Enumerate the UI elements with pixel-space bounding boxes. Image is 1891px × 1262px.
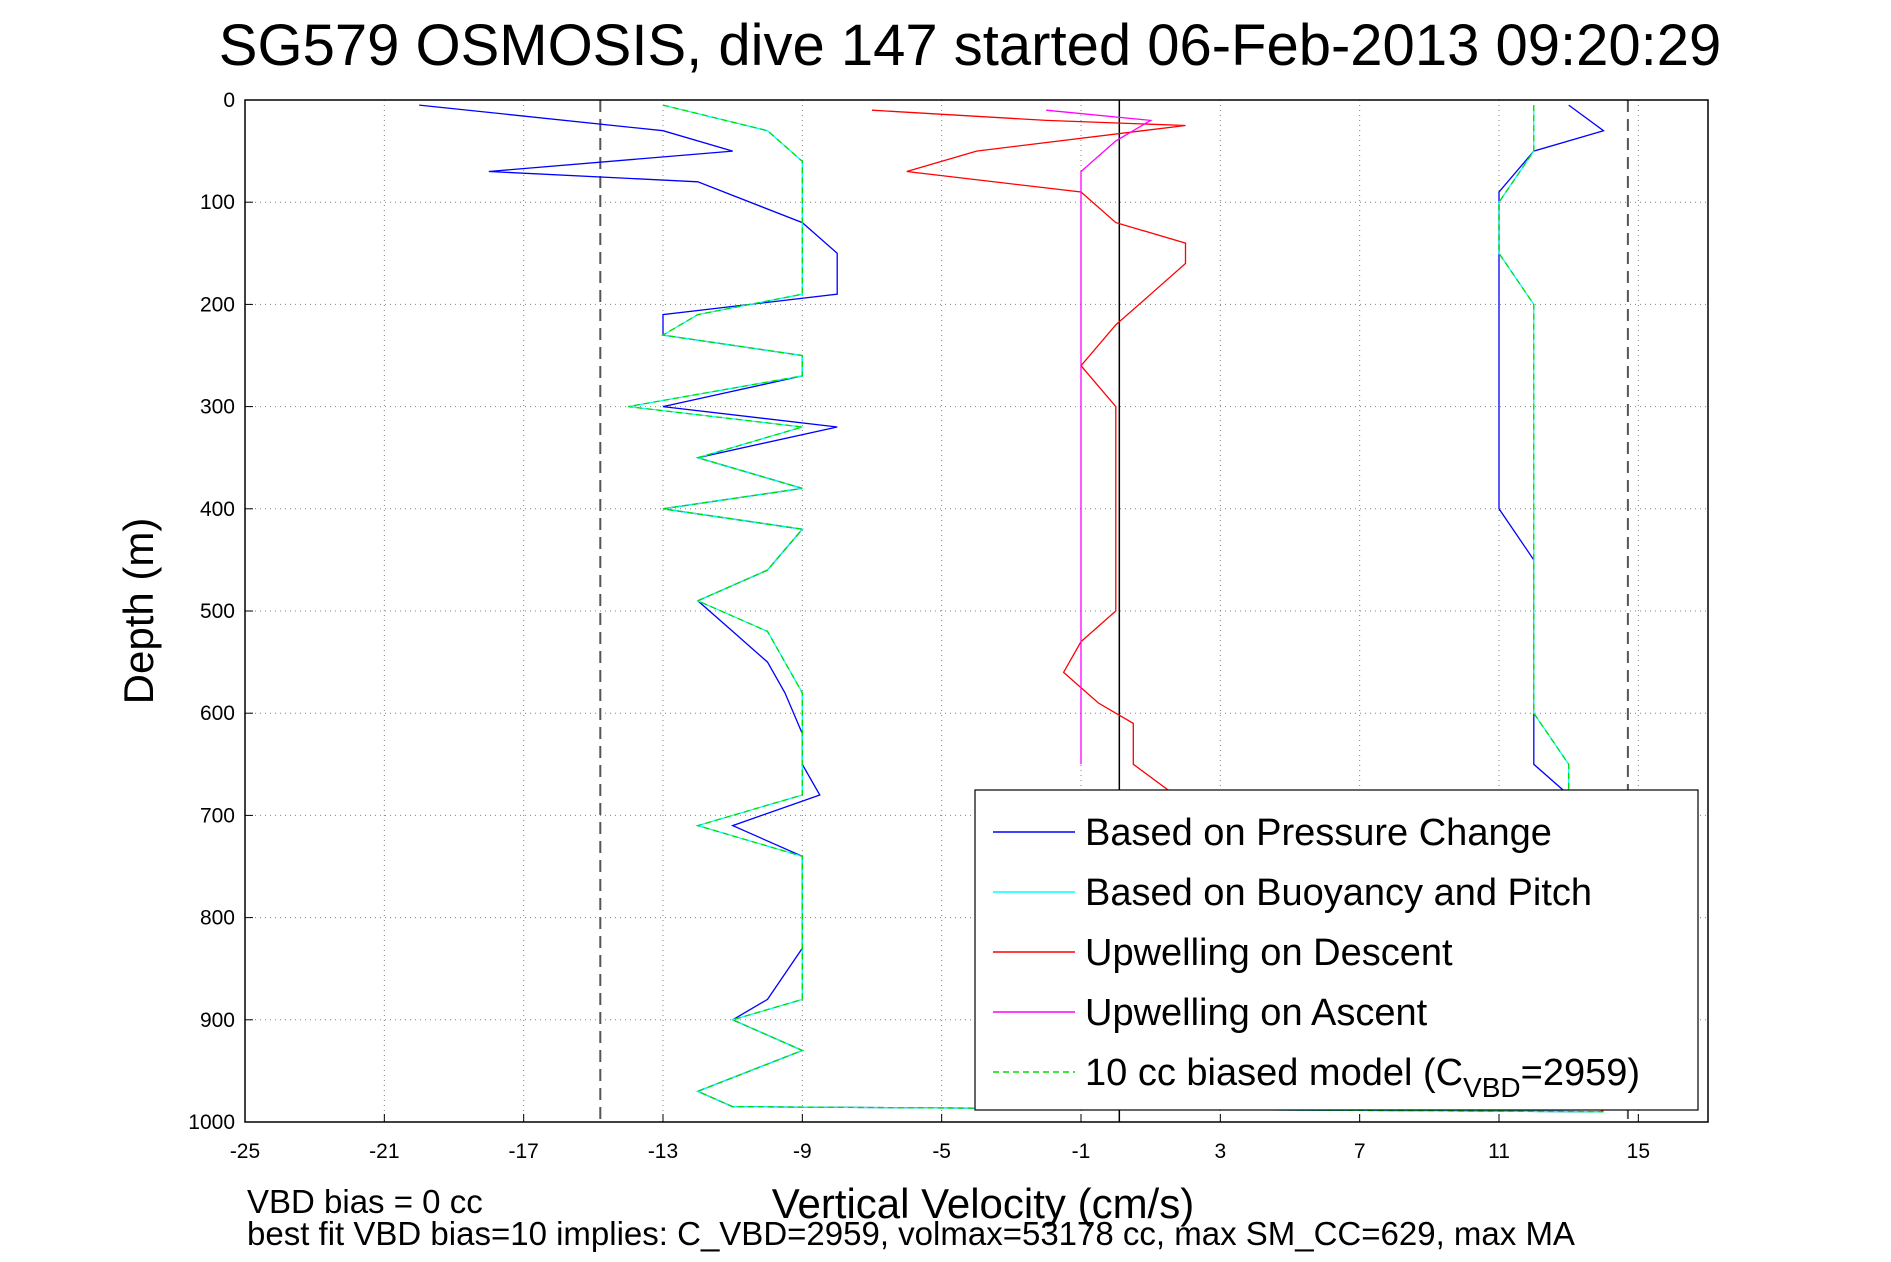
series-line-10-cc-biased-model-c-descent <box>628 104 1604 1113</box>
y-tick-label: 1000 <box>188 1111 235 1134</box>
series-line-based-on-pressure-change-ascent <box>1498 104 1605 796</box>
y-tick-label: 400 <box>200 498 235 521</box>
y-tick-label: 300 <box>200 396 235 419</box>
x-tick-labels: -25 -21 -17 -13 -9 -5 -1 3 7 11 15 <box>230 1114 1650 1163</box>
y-axis-label: Depth (m) <box>115 518 162 705</box>
footer-line-1: VBD bias = 0 cc <box>247 1183 483 1220</box>
x-tick-label: -17 <box>508 1140 538 1163</box>
y-tick-label: 800 <box>200 907 235 930</box>
legend-entry-label: Based on Pressure Change <box>1085 812 1552 854</box>
y-tick-label: 900 <box>200 1009 235 1032</box>
series-line-10-cc-biased-model-c-ascent <box>1498 105 1570 795</box>
series-layer <box>419 104 1605 1113</box>
x-tick-label: -1 <box>1072 1140 1091 1163</box>
legend-entry-label: Based on Buoyancy and Pitch <box>1085 872 1592 914</box>
footer-line-2: best fit VBD bias=10 implies: C_VBD=2959… <box>247 1215 1575 1252</box>
x-tick-label: 7 <box>1354 1140 1366 1163</box>
x-tick-label: -13 <box>648 1140 678 1163</box>
series-line-based-on-buoyancy-and-pitch-ascent <box>1498 105 1570 795</box>
x-tick-label: -21 <box>369 1140 399 1163</box>
legend-entry-label: Upwelling on Descent <box>1085 932 1453 974</box>
x-tick-label: 15 <box>1627 1140 1650 1163</box>
x-tick-label: -9 <box>793 1140 812 1163</box>
legend-entry-label: 10 cc biased model (CVBD=2959) <box>1085 1052 1640 1103</box>
y-tick-labels: 0 100 200 300 400 500 600 700 800 900 1000 <box>188 89 253 1134</box>
y-tick-label: 600 <box>200 702 235 725</box>
y-tick-label: 200 <box>200 293 235 316</box>
y-tick-label: 0 <box>223 89 235 112</box>
x-tick-label: 3 <box>1214 1140 1226 1163</box>
x-tick-label: -25 <box>230 1140 260 1163</box>
chart-title: SG579 OSMOSIS, dive 147 started 06-Feb-2… <box>219 13 1721 78</box>
x-axis-label: Vertical Velocity (cm/s) <box>772 1180 1194 1227</box>
legend: Based on Pressure Change Based on Buoyanc… <box>974 789 1699 1111</box>
legend-box <box>974 789 1699 1111</box>
legend-entry-label: Upwelling on Ascent <box>1085 992 1428 1034</box>
y-tick-label: 700 <box>200 804 235 827</box>
y-tick-label: 500 <box>200 600 235 623</box>
y-tick-label: 100 <box>200 191 235 214</box>
x-tick-label: -5 <box>932 1140 951 1163</box>
x-tick-label: 11 <box>1488 1140 1510 1163</box>
series-line-upwelling-on-ascent-ascent <box>1046 109 1153 765</box>
